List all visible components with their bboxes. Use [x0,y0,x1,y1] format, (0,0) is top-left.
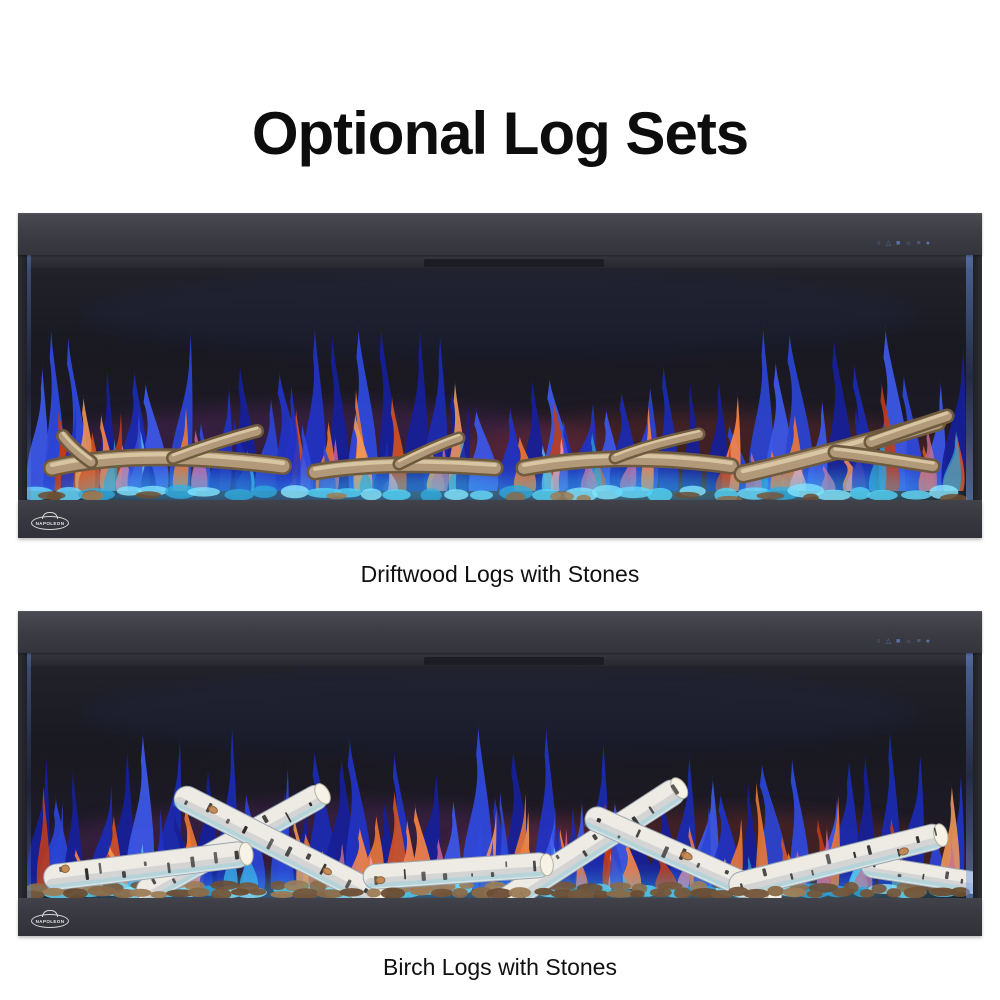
control-icon: ● [925,240,930,247]
napoleon-logo-badge: NAPOLEON [31,516,69,530]
side-frame-right [973,653,982,898]
brand-name: NAPOLEON [35,918,65,924]
heater-vent [27,255,973,268]
glass-reflection-right [966,653,973,898]
fireplace-birch: ○ △ ■ ☼ ≡ ● NAPOLEON [18,611,982,936]
caption-driftwood: Driftwood Logs with Stones [360,561,640,587]
touch-controls: ○ △ ■ ☼ ≡ ● [876,638,930,645]
caption-birch: Birch Logs with Stones [383,954,617,980]
control-icon: △ [885,638,892,645]
fireplace-driftwood: ○ △ ■ ☼ ≡ ● NAPOLEON [18,213,982,538]
fireplace-base-panel: NAPOLEON [18,500,982,538]
control-icon: ≡ [916,240,921,247]
heater-vent [27,653,973,666]
glass-reflection-left [27,255,31,500]
glass-reflection-left [27,653,31,898]
control-icon: ○ [876,240,881,247]
brand-name: NAPOLEON [35,520,65,526]
side-frame-left [18,653,27,898]
control-icon: ≡ [916,638,921,645]
glass-reflection-right [966,255,973,500]
side-frame-left [18,255,27,500]
fireplace-glass-area [18,255,982,500]
control-icon: ☼ [905,240,912,247]
page-title: Optional Log Sets [251,100,749,167]
control-icon: △ [885,240,892,247]
flame-scene-driftwood [27,270,973,500]
flame-scene-birch [27,668,973,898]
control-icon: ☼ [905,638,912,645]
fireplace-glass-area [18,653,982,898]
fireplace-top-panel: ○ △ ■ ☼ ≡ ● [18,611,982,653]
control-icon: ■ [896,240,901,247]
touch-controls: ○ △ ■ ☼ ≡ ● [876,240,930,247]
fireplace-top-panel: ○ △ ■ ☼ ≡ ● [18,213,982,255]
control-icon: ○ [876,638,881,645]
control-icon: ● [925,638,930,645]
napoleon-logo-badge: NAPOLEON [31,914,69,928]
control-icon: ■ [896,638,901,645]
fireplace-base-panel: NAPOLEON [18,898,982,936]
side-frame-right [973,255,982,500]
